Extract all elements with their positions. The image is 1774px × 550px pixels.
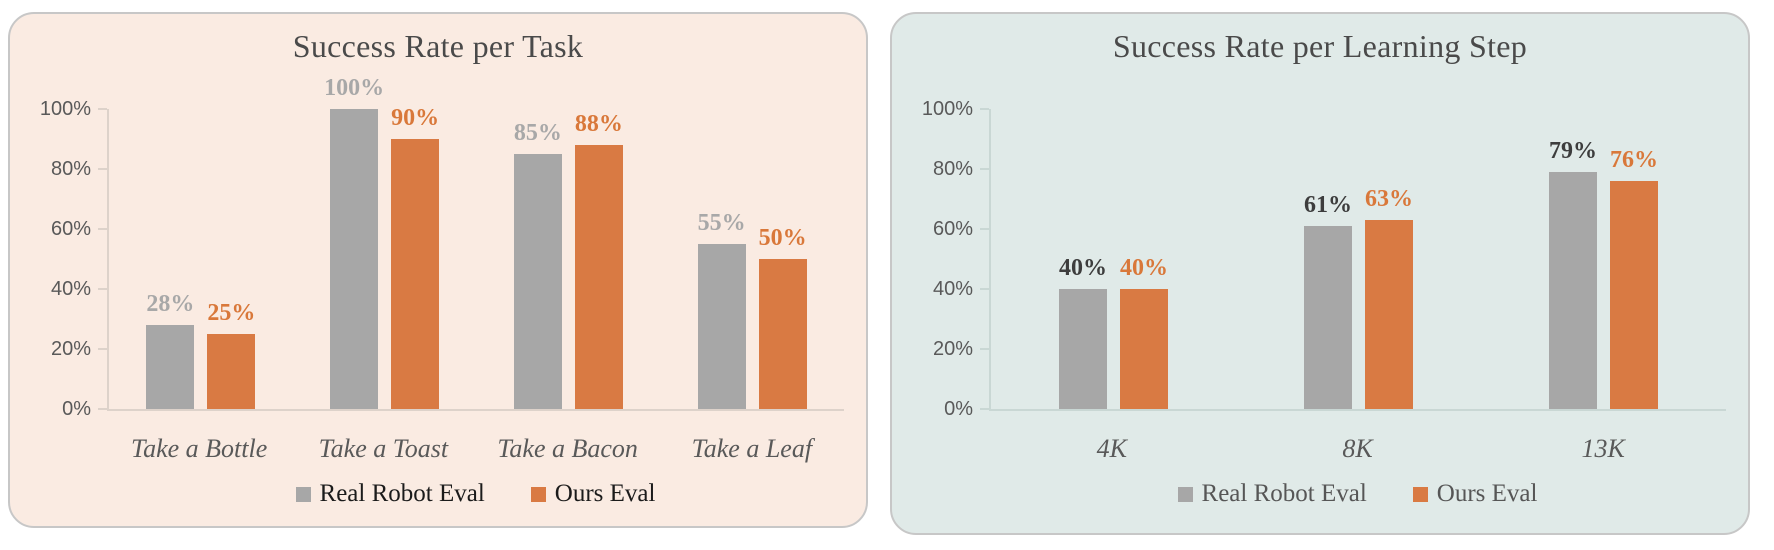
bar-groups: 40% 40% 61% 63% 79% 76% — [991, 109, 1726, 409]
bar-value-label: 50% — [758, 225, 807, 251]
bar: 25% — [207, 300, 256, 409]
bar: 63% — [1365, 186, 1413, 409]
x-axis-labels: Take a Bottle Take a Toast Take a Bacon Tak… — [107, 434, 844, 464]
bar-value-label: 40% — [1120, 255, 1168, 281]
x-axis-labels: 4K 8K 13K — [989, 434, 1726, 464]
legend-swatch-icon — [1412, 486, 1428, 502]
bar-value-label: 88% — [574, 111, 623, 137]
y-axis-tick-label: 100% — [39, 98, 91, 120]
y-axis-tick-label: 80% — [932, 158, 973, 180]
y-axis-tick-mark — [98, 168, 107, 170]
y-axis-tick-mark — [980, 348, 989, 350]
bar-value-label: 90% — [391, 105, 440, 131]
x-category-label: 8K — [1342, 434, 1373, 463]
legend-item: Real Robot Eval — [295, 480, 485, 508]
legend-item: Ours Eval — [1412, 480, 1538, 508]
y-axis-tick-label: 0% — [62, 398, 91, 420]
legend-item: Real Robot Eval — [1177, 480, 1367, 508]
plot-area: 0% 20% 40% 60% 80% 100% 28% 25% 100% 90% 85% 88% 55%… — [40, 75, 844, 420]
bar-groups: 28% 25% 100% 90% 85% 88% 55% 50% — [109, 75, 844, 409]
bar: 28% — [146, 291, 195, 409]
bar-value-label: 25% — [207, 300, 256, 326]
bar-group: 61% 63% — [1236, 186, 1481, 409]
learning-step-chart-panel: Success Rate per Learning Step 0% 20% 40% 6… — [890, 12, 1750, 535]
y-axis-tick-mark — [980, 108, 989, 110]
x-category-label: Take a Toast — [318, 434, 449, 463]
y-axis-tick-label: 40% — [932, 278, 973, 300]
x-category-label: 4K — [1096, 434, 1127, 463]
bar: 100% — [324, 75, 384, 409]
legend-swatch-icon — [530, 486, 546, 502]
bar-value-label: 40% — [1059, 255, 1107, 281]
bar: 76% — [1610, 147, 1658, 409]
bar: 90% — [391, 105, 440, 409]
y-axis-tick-mark — [980, 288, 989, 290]
bar-value-label: 61% — [1304, 192, 1352, 218]
bar-value-label: 100% — [324, 75, 385, 101]
bar-group: 40% 40% — [991, 255, 1236, 409]
legend-swatch-icon — [295, 486, 311, 502]
bar-group: 85% 88% — [477, 111, 661, 409]
y-axis-tick-mark — [98, 108, 107, 110]
legend-label: Real Robot Eval — [1201, 480, 1367, 507]
bar-value-label: 76% — [1610, 147, 1658, 173]
y-axis-tick-label: 40% — [50, 278, 91, 300]
bar-group: 100% 90% — [293, 75, 477, 409]
bar-value-label: 28% — [146, 291, 195, 317]
x-category-label: 13K — [1581, 434, 1625, 463]
bar-group: 55% 50% — [660, 210, 844, 409]
bar-value-label: 85% — [513, 120, 562, 146]
bar-group: 79% 76% — [1481, 138, 1726, 409]
y-axis-tick-mark — [980, 228, 989, 230]
y-axis-tick-mark — [98, 408, 107, 410]
bar-value-label: 63% — [1365, 186, 1413, 212]
legend-swatch-icon — [1177, 486, 1193, 502]
bar: 55% — [697, 210, 746, 409]
bar-group: 28% 25% — [109, 291, 293, 409]
y-axis-tick-label: 100% — [921, 98, 973, 120]
y-axis-tick-label: 20% — [50, 338, 91, 360]
bar: 79% — [1549, 138, 1597, 409]
chart-title: Success Rate per Learning Step — [1112, 28, 1528, 64]
bar: 40% — [1059, 255, 1107, 409]
y-axis-tick-label: 80% — [50, 158, 91, 180]
y-axis-tick-mark — [98, 288, 107, 290]
y-axis-tick-label: 20% — [932, 338, 973, 360]
legend: Real Robot Eval Ours Eval — [107, 480, 844, 508]
chart-title: Success Rate per Task — [292, 28, 584, 64]
bar: 61% — [1304, 192, 1352, 409]
task-success-chart-panel: Success Rate per Task 0% 20% 40% 60% 80% 100%… — [8, 12, 868, 528]
y-axis-tick-mark — [980, 408, 989, 410]
y-axis-tick-mark — [980, 168, 989, 170]
bar: 40% — [1120, 255, 1168, 409]
x-category-label: Take a Bottle — [131, 434, 268, 463]
legend: Real Robot Eval Ours Eval — [989, 480, 1726, 508]
legend-label: Ours Eval — [554, 480, 656, 507]
y-axis-tick-mark — [98, 348, 107, 350]
bar: 50% — [758, 225, 807, 409]
bar: 85% — [513, 120, 562, 409]
plot-area: 0% 20% 40% 60% 80% 100% 40% 40% 61% 63% 79% 76% — [922, 98, 1726, 420]
legend-label: Real Robot Eval — [319, 480, 485, 507]
bar-value-label: 79% — [1549, 138, 1597, 164]
y-axis-tick-label: 0% — [944, 398, 973, 420]
legend-label: Ours Eval — [1436, 480, 1538, 507]
legend-item: Ours Eval — [530, 480, 656, 508]
bar: 88% — [574, 111, 623, 409]
x-category-label: Take a Leaf — [691, 434, 813, 463]
x-category-label: Take a Bacon — [497, 434, 638, 463]
bar-value-label: 55% — [697, 210, 746, 236]
y-axis-tick-label: 60% — [932, 218, 973, 240]
y-axis-tick-mark — [98, 228, 107, 230]
y-axis-tick-label: 60% — [50, 218, 91, 240]
